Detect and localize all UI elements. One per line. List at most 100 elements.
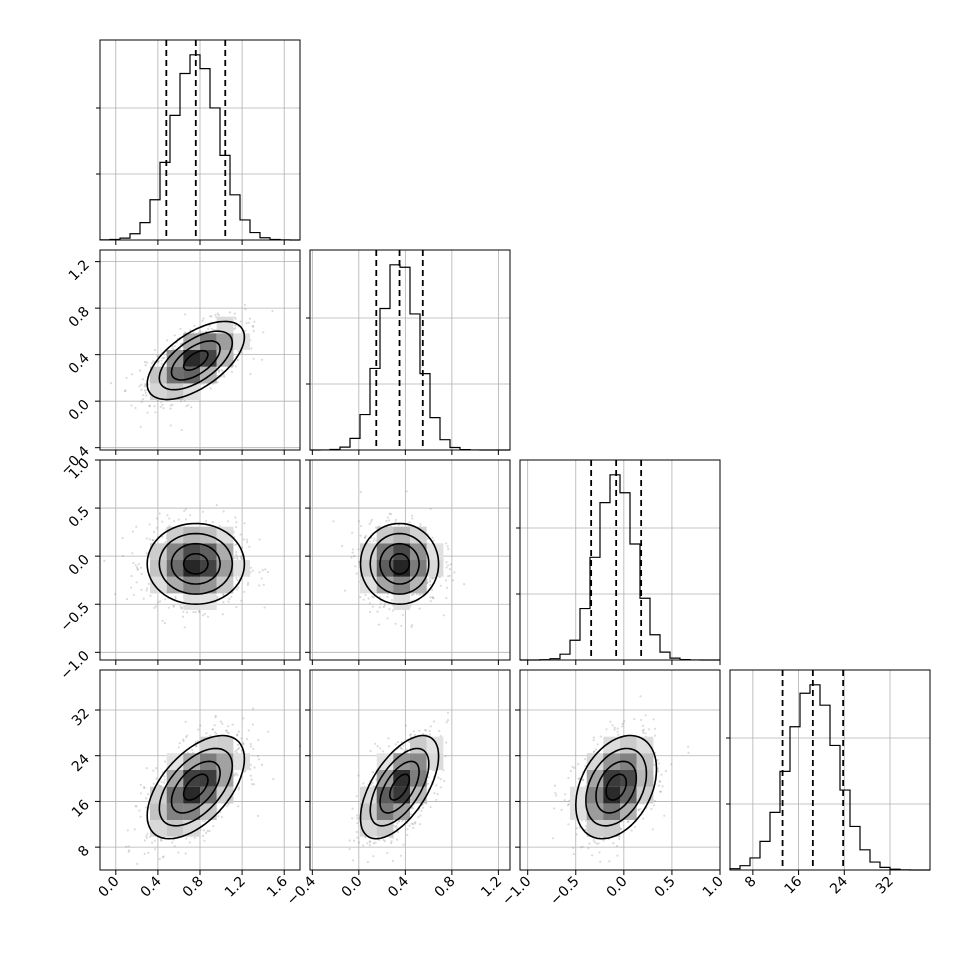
scatter-point — [240, 599, 243, 602]
scatter-point — [250, 778, 253, 781]
scatter-point — [110, 382, 113, 385]
scatter-point — [163, 356, 166, 359]
scatter-point — [257, 758, 260, 761]
scatter-point — [243, 522, 246, 525]
scatter-point — [257, 738, 260, 742]
scatter-point — [139, 815, 142, 818]
scatter-point — [212, 825, 215, 828]
density-cell — [183, 786, 200, 804]
scatter-point — [355, 795, 358, 798]
scatter-point — [424, 729, 427, 732]
scatter-point — [174, 345, 177, 348]
scatter-point — [378, 606, 381, 609]
scatter-point — [237, 746, 241, 750]
scatter-point — [429, 507, 432, 510]
scatter-point — [181, 615, 185, 618]
scatter-point — [445, 741, 448, 744]
scatter-point — [142, 786, 146, 789]
scatter-point — [227, 600, 230, 603]
scatter-point — [235, 521, 238, 524]
scatter-point — [227, 520, 230, 523]
scatter-point — [151, 538, 154, 542]
scatter-point — [368, 844, 371, 847]
scatter-point — [151, 841, 154, 845]
scatter-point — [554, 792, 557, 795]
scatter-point — [391, 859, 395, 863]
scatter-point — [157, 360, 160, 363]
scatter-point — [201, 834, 205, 838]
scatter-point — [422, 806, 425, 809]
scatter-point — [351, 817, 354, 820]
scatter-point — [146, 587, 149, 590]
scatter-point — [179, 399, 183, 403]
scatter-point — [217, 371, 220, 374]
scatter-point — [216, 381, 219, 384]
scatter-point — [433, 720, 436, 723]
scatter-point — [222, 601, 225, 604]
scatter-point — [197, 728, 200, 731]
scatter-point — [145, 589, 148, 592]
panel-2-1 — [305, 459, 511, 665]
scatter-point — [145, 552, 148, 555]
scatter-point — [183, 626, 186, 629]
panel-0-0 — [96, 39, 301, 245]
scatter-point — [140, 400, 143, 403]
scatter-point — [219, 720, 223, 723]
density-cell — [166, 350, 184, 367]
scatter-point — [230, 595, 233, 598]
scatter-point — [222, 510, 225, 513]
scatter-point — [430, 588, 433, 591]
scatter-point — [383, 840, 386, 843]
scatter-point — [202, 829, 205, 832]
density-cell — [150, 803, 167, 820]
scatter-point — [445, 561, 448, 564]
scatter-point — [386, 851, 389, 855]
scatter-point — [230, 370, 233, 373]
scatter-point — [429, 725, 432, 728]
scatter-point — [594, 748, 598, 751]
scatter-point — [348, 839, 351, 842]
scatter-point — [214, 714, 217, 717]
scatter-point — [406, 828, 409, 831]
scatter-point — [410, 514, 414, 517]
scatter-point — [359, 524, 363, 528]
scatter-point — [220, 375, 224, 378]
scatter-point — [143, 360, 147, 364]
scatter-point — [243, 303, 247, 307]
scatter-point — [271, 309, 274, 313]
scatter-point — [173, 334, 176, 337]
scatter-point — [126, 829, 129, 832]
scatter-point — [248, 545, 251, 548]
scatter-point — [236, 774, 239, 777]
ytick-label-2-2: 0.0 — [66, 552, 93, 579]
scatter-point — [213, 724, 216, 727]
scatter-point — [216, 596, 219, 599]
scatter-point — [445, 596, 448, 600]
scatter-point — [445, 721, 448, 724]
scatter-point — [252, 357, 255, 360]
scatter-point — [251, 569, 254, 572]
scatter-point — [368, 602, 372, 605]
scatter-point — [166, 339, 169, 342]
scatter-point — [237, 349, 240, 352]
scatter-point — [235, 553, 238, 557]
density-cell — [150, 383, 167, 400]
scatter-point — [184, 852, 187, 855]
scatter-point — [382, 750, 385, 753]
scatter-point — [236, 557, 239, 560]
scatter-point — [252, 707, 255, 710]
scatter-point — [383, 602, 386, 605]
scatter-point — [133, 828, 136, 831]
xtick-label-1-1: 0.0 — [339, 874, 366, 901]
scatter-point — [173, 845, 176, 848]
scatter-point — [390, 599, 394, 602]
scatter-point — [205, 732, 208, 735]
scatter-point — [356, 817, 359, 820]
scatter-point — [262, 331, 265, 334]
scatter-point — [258, 571, 261, 574]
scatter-point — [220, 816, 223, 819]
scatter-point — [266, 571, 269, 574]
scatter-point — [443, 779, 446, 783]
scatter-point — [231, 723, 234, 726]
scatter-point — [376, 745, 379, 748]
